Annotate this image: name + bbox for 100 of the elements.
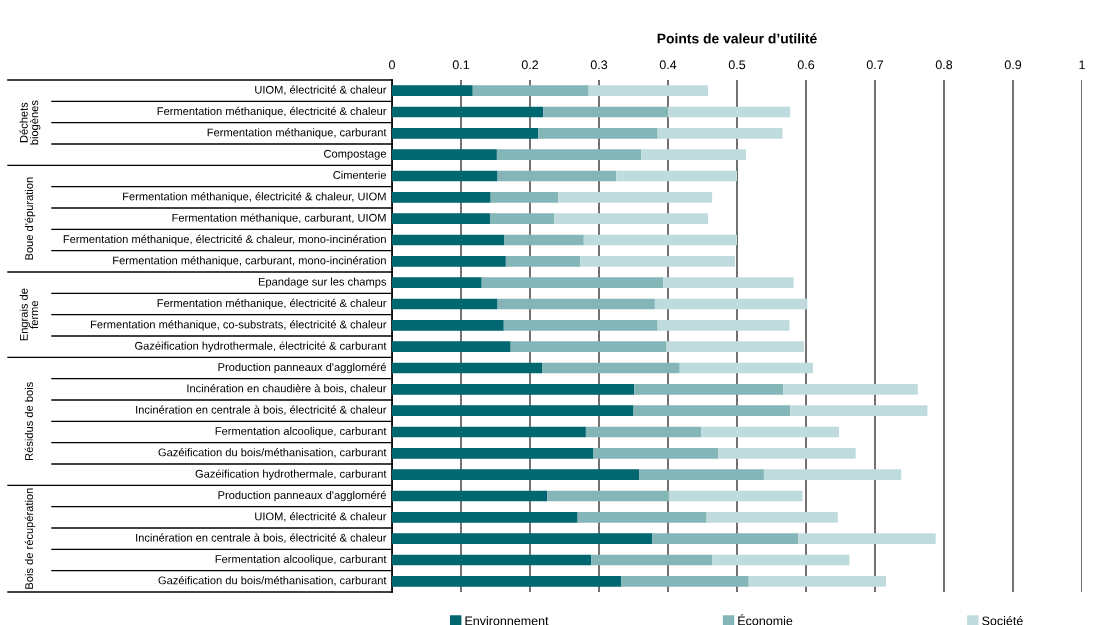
bar xyxy=(547,490,669,502)
bar xyxy=(639,469,764,480)
y-tick-label: Gazéification du bois/méthanisation, carburant xyxy=(158,576,387,586)
y-tick-label: Fermentation méthanique, carburant, mono-incinération xyxy=(113,256,386,267)
x-tick-label: 1 xyxy=(1079,60,1085,70)
y-tick-label: Fermentation méthanique, électricité & chaleur xyxy=(157,298,387,310)
text: Résidus de bois xyxy=(24,382,33,460)
bar xyxy=(538,128,658,139)
bar xyxy=(392,469,640,480)
bar xyxy=(634,384,784,395)
bar xyxy=(542,362,680,374)
x-axis-title: Points de valeur d’utilité xyxy=(657,33,817,44)
bar xyxy=(392,85,473,96)
x-tick-label: 0.4 xyxy=(659,60,677,70)
legend-label: Économie xyxy=(738,614,793,625)
y-tick-label: Fermentation méthanique, électricité & chaleur xyxy=(157,106,387,118)
text: Bois de récupération xyxy=(24,488,36,589)
y-tick-label: Fermentation méthanique, carburant xyxy=(207,128,387,139)
text: Boue d'épuration xyxy=(24,177,36,260)
bar xyxy=(663,277,794,288)
bar xyxy=(558,192,713,203)
bar xyxy=(580,256,735,267)
bar xyxy=(392,149,497,160)
y-tick-label: Incinération en chaudière à bois, chaleur xyxy=(187,384,387,394)
bar xyxy=(748,576,887,587)
bar xyxy=(392,490,548,502)
text: Déchets biogènes xyxy=(19,100,41,145)
x-tick-label: 0 xyxy=(389,60,395,70)
bar xyxy=(510,341,667,352)
bar xyxy=(718,448,856,459)
bar xyxy=(503,320,658,331)
y-tick-label: Gazéification hydrothermale, électricité & carburant xyxy=(135,341,387,352)
y-tick-label: Fermentation méthanique, co-substrats, électricité & chaleur xyxy=(90,320,387,331)
bar xyxy=(392,341,511,352)
bar xyxy=(585,426,702,438)
bar xyxy=(392,320,504,331)
legend-label: Environnement xyxy=(465,616,549,625)
bar xyxy=(654,298,808,310)
bar xyxy=(543,106,668,118)
bar xyxy=(657,128,783,139)
bar xyxy=(392,106,544,118)
bar xyxy=(588,85,709,96)
y-tick-label: Gazéification hydrothermale, carburant xyxy=(195,469,387,480)
bar xyxy=(706,512,838,523)
bar xyxy=(763,469,902,480)
bar xyxy=(593,448,719,459)
bar xyxy=(505,256,581,267)
bar xyxy=(497,170,617,182)
bar xyxy=(554,213,709,224)
bar xyxy=(472,85,589,96)
bar xyxy=(392,170,498,182)
y-tick-label: Cimenterie xyxy=(333,170,386,179)
legend-label: Société xyxy=(982,615,1023,625)
bar xyxy=(497,298,655,310)
bar xyxy=(712,554,850,566)
y-tick-label: Gazéification du bois/méthanisation, carburant xyxy=(158,448,387,458)
bar xyxy=(392,298,498,310)
bar xyxy=(392,192,491,203)
bar xyxy=(392,256,506,267)
bar xyxy=(490,192,559,203)
y-tick-label: Fermentation alcoolique, carburant xyxy=(215,554,387,566)
bar xyxy=(489,213,555,224)
x-tick-label: 0.5 xyxy=(728,60,746,70)
bar xyxy=(392,277,482,288)
y-tick-label: UIOM, électricité & chaleur xyxy=(255,512,387,522)
bar xyxy=(668,490,803,502)
y-tick-label: Incinération en centrale à bois, électricité & chaleur xyxy=(136,533,387,543)
bar xyxy=(679,362,813,374)
bar xyxy=(783,384,918,395)
x-tick-label: 0.1 xyxy=(452,60,470,70)
y-tick-label: Production panneaux d'aggloméré xyxy=(218,490,386,502)
bar xyxy=(392,128,539,139)
y-tick-label: Production panneaux d'aggloméré xyxy=(218,362,386,374)
bar xyxy=(652,533,799,544)
bar xyxy=(504,234,584,246)
x-tick-label: 0.7 xyxy=(866,60,884,70)
bar xyxy=(392,213,490,224)
bar xyxy=(790,405,928,416)
bar xyxy=(583,234,737,246)
x-tick-label: 0.2 xyxy=(521,60,539,70)
y-tick-label: Incinération en centrale à bois, électricité & chaleur xyxy=(136,405,387,415)
bar xyxy=(392,426,586,438)
bar xyxy=(591,554,713,566)
bar xyxy=(798,533,936,544)
y-tick-label: Epandage sur les champs xyxy=(258,277,387,288)
bar xyxy=(666,341,804,352)
bar xyxy=(633,405,791,416)
y-tick-label: Fermentation méthanique, carburant, UIOM xyxy=(172,213,386,224)
bar xyxy=(701,426,840,438)
x-tick-label: 0.3 xyxy=(590,60,608,70)
bar xyxy=(392,234,505,246)
text: Engrais de ferme xyxy=(19,288,39,341)
x-tick-label: 0.9 xyxy=(1004,60,1022,70)
bar xyxy=(481,277,664,288)
y-tick-label: Compostage xyxy=(324,149,386,160)
bar xyxy=(392,448,594,459)
bar xyxy=(668,106,791,118)
bar xyxy=(392,512,578,523)
bar xyxy=(641,149,746,160)
bar xyxy=(621,576,749,587)
